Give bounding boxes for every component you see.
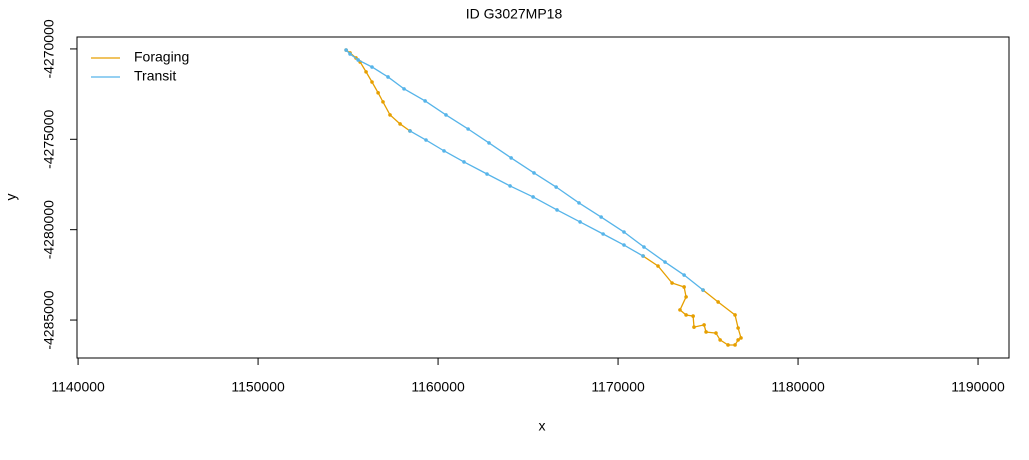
track-point [532,171,536,175]
track-point [423,99,427,103]
y-tick-label: -4275000 [41,110,57,169]
track-point [466,127,470,131]
track-point [485,172,489,176]
track-point [704,330,708,334]
track-point [444,113,448,117]
track-point [733,343,737,347]
track-point [670,281,674,285]
track-point [739,336,743,340]
track-point [508,184,512,188]
track-point [716,300,720,304]
track-point [424,138,428,142]
track-line [345,49,704,291]
track-point [678,308,682,312]
track-point [555,208,559,212]
chart-title: ID G3027MP18 [466,6,563,22]
track-point [726,343,730,347]
track-point [462,160,466,164]
track-point [356,58,360,62]
track-point [348,52,352,56]
track-point [622,230,626,234]
x-tick-label: 1160000 [411,379,465,395]
track-point [554,185,558,189]
track-point [398,122,402,126]
track-point [663,260,667,264]
x-axis-label: x [539,418,546,434]
track-point [381,100,385,104]
track-point [736,326,740,330]
track-point [682,285,686,289]
x-tick-label: 1180000 [771,379,825,395]
track-point [577,201,581,205]
x-tick-label: 1150000 [231,379,285,395]
track-point [684,295,688,299]
track-point [487,141,491,145]
legend-label: Transit [134,68,176,84]
track-point [442,149,446,153]
track-point [622,243,626,247]
track-point [656,264,660,268]
track-point [388,113,392,117]
track-point [376,91,380,95]
y-tick-label: -4280000 [41,200,57,259]
track-point [692,325,696,329]
y-tick-label: -4285000 [41,290,57,349]
track-point [386,75,390,79]
track-point [701,288,705,292]
y-axis-label: y [3,194,19,201]
x-tick-label: 1170000 [591,379,645,395]
track-point [531,195,535,199]
legend-label: Foraging [134,49,189,65]
track-point [733,313,737,317]
track-point [402,87,406,91]
track-point [509,156,513,160]
y-tick-label: -4270000 [41,19,57,78]
track-point [601,232,605,236]
track-point [599,215,603,219]
track-point [684,313,688,317]
track-point [714,331,718,335]
track-point [344,48,348,52]
track-point [408,129,412,133]
x-tick-label: 1140000 [51,379,105,395]
plot-frame [76,36,1010,359]
track-point [642,245,646,249]
track-point [691,314,695,318]
track-point [370,80,374,84]
track-line [345,49,742,346]
track-point [364,70,368,74]
track-point [718,338,722,342]
track-point [702,323,706,327]
x-tick-label: 1190000 [951,379,1005,395]
track-point [682,273,686,277]
track-point [578,220,582,224]
track-point [641,254,645,258]
track-point [370,65,374,69]
track-point [736,338,740,342]
